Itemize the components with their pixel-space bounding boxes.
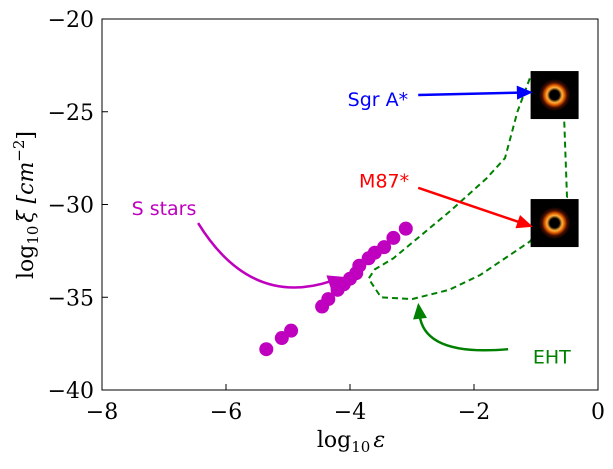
x-tick-label: −6	[210, 400, 242, 425]
y-axis-label: log10ξ [cm−2]	[10, 131, 42, 279]
s-star-point	[274, 331, 289, 346]
y-tick-label: −20	[48, 8, 94, 33]
y-tick-label: −40	[48, 379, 94, 404]
s-star-point	[398, 221, 413, 236]
s-stars-label: S stars	[132, 198, 197, 220]
s-stars-arrowhead	[326, 275, 344, 289]
x-tick-label: −2	[458, 400, 490, 425]
y-tick-label: −35	[48, 286, 94, 311]
x-tick-label: −4	[334, 400, 366, 425]
y-tick-label: −30	[48, 194, 94, 219]
m87-arrowhead	[515, 214, 533, 229]
s-star-point	[386, 230, 401, 245]
m87-arrow	[417, 186, 522, 225]
x-axis-label: log10 ε	[317, 428, 385, 456]
y-tick-label: −25	[48, 101, 94, 126]
s-star-point	[284, 323, 299, 338]
sgr-a-star-image-shadow	[549, 90, 560, 101]
eht-arrowhead	[413, 302, 427, 320]
sgr-a-arrow	[418, 91, 521, 97]
s-star-point	[377, 240, 392, 255]
s-star-point	[321, 292, 336, 307]
sgr-a-arrowhead	[516, 85, 533, 100]
s-stars-arrow	[197, 222, 333, 289]
m87-label: M87*	[359, 170, 409, 192]
sgr-a-label: Sgr A*	[348, 89, 408, 111]
s-star-point	[352, 258, 367, 273]
x-tick-label: −8	[86, 400, 118, 425]
eht-arrow	[418, 314, 509, 352]
eht-contour-line	[367, 78, 569, 301]
x-tick-label: 0	[591, 400, 605, 425]
m87-star-image-shadow	[549, 218, 560, 229]
eht-label: EHT	[533, 347, 571, 369]
s-star-point	[259, 342, 274, 357]
